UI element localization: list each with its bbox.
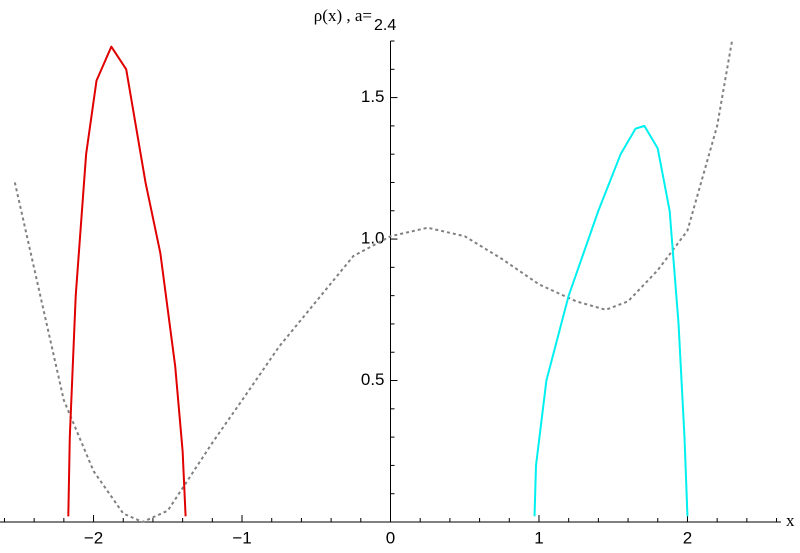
- x-tick-label: −2: [84, 528, 103, 547]
- x-tick-label: 2: [683, 528, 692, 547]
- curve: [67, 45, 187, 517]
- x-tick-label: −1: [232, 528, 251, 547]
- curve: [533, 124, 689, 517]
- y-tick-label: 0.5: [361, 370, 385, 389]
- chart-title: ρ(x) , a=: [314, 6, 372, 25]
- x-tick-label: 1: [534, 528, 543, 547]
- x-axis-label: x: [786, 511, 795, 530]
- curve: [13, 40, 733, 523]
- y-tick-label: 1.5: [361, 87, 385, 106]
- parameter-label: 2.4: [374, 17, 396, 34]
- x-tick-label: 0: [386, 528, 395, 547]
